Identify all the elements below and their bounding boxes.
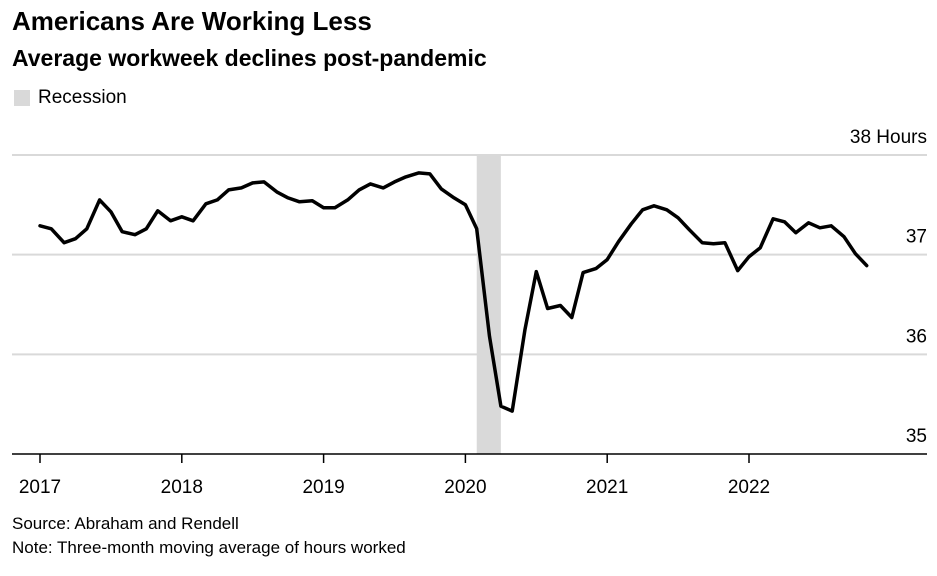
series-layer — [38, 171, 869, 413]
legend-label-recession: Recession — [38, 87, 127, 108]
recession-band — [476, 155, 501, 454]
series-line-0 — [38, 171, 869, 413]
x-tick-label-2020: 2020 — [444, 477, 486, 498]
recession-band-layer — [476, 155, 501, 454]
x-tick-label-2018: 2018 — [161, 477, 203, 498]
y-tick-label-38: 38 Hours — [850, 127, 927, 148]
x-tick-label-2019: 2019 — [302, 477, 344, 498]
y-tick-label-35: 35 — [906, 426, 927, 447]
x-tick-label-2021: 2021 — [586, 477, 628, 498]
legend: Recession — [14, 87, 127, 109]
chart-title: Americans Are Working Less — [12, 6, 372, 36]
source-note: Source: Abraham and Rendell — [12, 514, 239, 533]
x-tick-label-2017: 2017 — [19, 477, 61, 498]
y-tick-label-37: 37 — [906, 227, 927, 248]
recession-swatch — [14, 90, 30, 106]
y-tick-label-36: 36 — [906, 326, 927, 347]
chart-subtitle: Average workweek declines post-pandemic — [12, 45, 487, 71]
x-axis: 2017 2018 2019 2020 2021 2022 — [12, 453, 927, 498]
footnote: Note: Three-month moving average of hour… — [12, 538, 406, 557]
x-tick-label-2022: 2022 — [728, 477, 770, 498]
gridlines: 38 Hours 37 36 35 — [12, 127, 927, 447]
